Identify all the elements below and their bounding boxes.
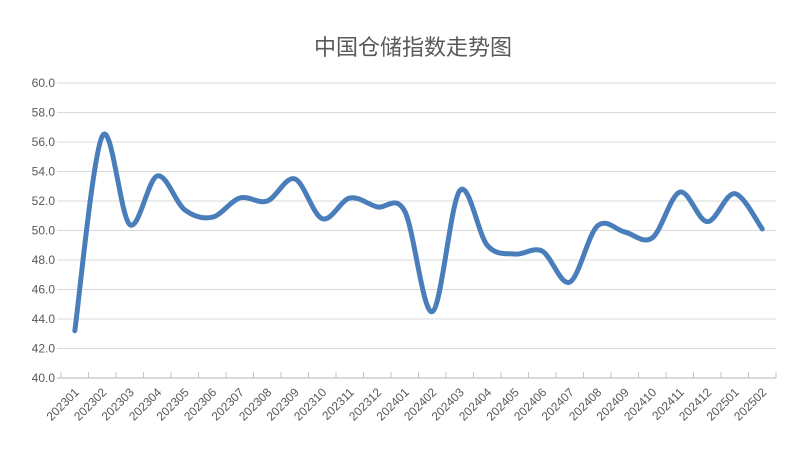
y-axis-labels: 60.0 58.0 56.0 54.0 52.0 50.0 48.0 46.0 44.0 42.0… bbox=[32, 76, 56, 385]
y-tick-label: 48.0 bbox=[32, 253, 56, 267]
y-tick-label: 46.0 bbox=[32, 283, 56, 297]
y-tick-label: 42.0 bbox=[32, 342, 56, 356]
y-tick-label: 40.0 bbox=[32, 371, 56, 385]
series-line-warehousing-index bbox=[72, 131, 765, 334]
y-tick-label: 58.0 bbox=[32, 106, 56, 120]
y-tick-label: 54.0 bbox=[32, 165, 56, 179]
gridlines bbox=[57, 82, 776, 349]
chart-title: 中国仓储指数走势图 bbox=[314, 36, 512, 61]
y-tick-label: 50.0 bbox=[32, 224, 56, 238]
y-tick-label: 44.0 bbox=[32, 312, 56, 326]
y-tick-label: 60.0 bbox=[32, 76, 56, 90]
x-axis-labels: 2023012023022023032023042023052023062023… bbox=[44, 385, 770, 423]
x-axis-line bbox=[57, 372, 777, 379]
y-tick-label: 56.0 bbox=[32, 135, 56, 149]
y-tick-label: 52.0 bbox=[32, 194, 56, 208]
